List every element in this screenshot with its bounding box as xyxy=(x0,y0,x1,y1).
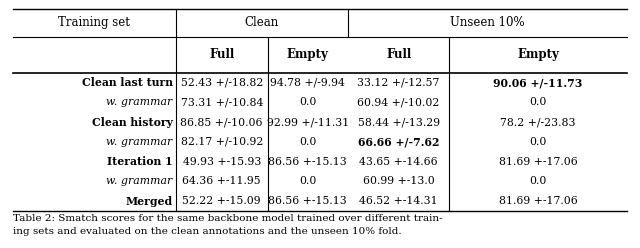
Text: 52.43 +/-18.82: 52.43 +/-18.82 xyxy=(180,78,263,88)
Text: Clean history: Clean history xyxy=(92,117,173,128)
Text: 86.56 +-15.13: 86.56 +-15.13 xyxy=(268,156,347,167)
Text: 46.52 +-14.31: 46.52 +-14.31 xyxy=(359,196,438,206)
Text: Unseen 10%: Unseen 10% xyxy=(450,16,525,29)
Text: 0.0: 0.0 xyxy=(299,97,316,107)
Text: w. grammar: w. grammar xyxy=(106,176,173,186)
Text: 43.65 +-14.66: 43.65 +-14.66 xyxy=(359,156,438,167)
Text: Full: Full xyxy=(209,48,234,62)
Text: ing sets and evaluated on the clean annotations and the unseen 10% fold.: ing sets and evaluated on the clean anno… xyxy=(13,227,401,236)
Text: 0.0: 0.0 xyxy=(299,137,316,147)
Text: 73.31 +/-10.84: 73.31 +/-10.84 xyxy=(180,97,263,107)
Text: 49.93 +-15.93: 49.93 +-15.93 xyxy=(182,156,261,167)
Text: 90.06 +/-11.73: 90.06 +/-11.73 xyxy=(493,77,583,88)
Text: 0.0: 0.0 xyxy=(529,137,547,147)
Text: 0.0: 0.0 xyxy=(529,97,547,107)
Text: Training set: Training set xyxy=(58,16,130,29)
Text: Empty: Empty xyxy=(287,48,329,62)
Text: Table 2: Smatch scores for the same backbone model trained over different train-: Table 2: Smatch scores for the same back… xyxy=(13,214,442,222)
Text: 33.12 +/-12.57: 33.12 +/-12.57 xyxy=(358,78,440,88)
Text: Empty: Empty xyxy=(517,48,559,62)
Text: 66.66 +/-7.62: 66.66 +/-7.62 xyxy=(358,136,440,147)
Text: 81.69 +-17.06: 81.69 +-17.06 xyxy=(499,156,577,167)
Text: 0.0: 0.0 xyxy=(529,176,547,186)
Text: Iteration 1: Iteration 1 xyxy=(107,156,173,167)
Text: 92.99 +/-11.31: 92.99 +/-11.31 xyxy=(267,117,349,127)
Text: 52.22 +-15.09: 52.22 +-15.09 xyxy=(182,196,261,206)
Text: Merged: Merged xyxy=(125,195,173,207)
Text: Clean last turn: Clean last turn xyxy=(81,77,173,88)
Text: 81.69 +-17.06: 81.69 +-17.06 xyxy=(499,196,577,206)
Text: 58.44 +/-13.29: 58.44 +/-13.29 xyxy=(358,117,440,127)
Text: 60.94 +/-10.02: 60.94 +/-10.02 xyxy=(358,97,440,107)
Text: w. grammar: w. grammar xyxy=(106,97,173,107)
Text: Clean: Clean xyxy=(244,16,279,29)
Text: 64.36 +-11.95: 64.36 +-11.95 xyxy=(182,176,261,186)
Text: 78.2 +/-23.83: 78.2 +/-23.83 xyxy=(500,117,576,127)
Text: w. grammar: w. grammar xyxy=(106,137,173,147)
Text: 94.78 +/-9.94: 94.78 +/-9.94 xyxy=(270,78,345,88)
Text: 86.56 +-15.13: 86.56 +-15.13 xyxy=(268,196,347,206)
Text: 0.0: 0.0 xyxy=(299,176,316,186)
Text: 86.85 +/-10.06: 86.85 +/-10.06 xyxy=(180,117,263,127)
Text: Full: Full xyxy=(386,48,412,62)
Text: 82.17 +/-10.92: 82.17 +/-10.92 xyxy=(180,137,263,147)
Text: 60.99 +-13.0: 60.99 +-13.0 xyxy=(363,176,435,186)
